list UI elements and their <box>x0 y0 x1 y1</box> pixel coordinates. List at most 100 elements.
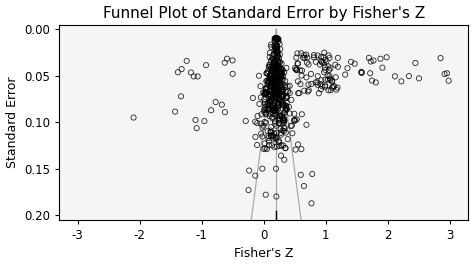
Point <box>273 135 280 139</box>
Point <box>273 84 280 88</box>
Point <box>329 84 337 89</box>
Point <box>277 84 285 88</box>
Point <box>283 90 290 94</box>
Point <box>274 53 282 57</box>
Point <box>270 97 278 101</box>
Point <box>275 76 283 80</box>
Point <box>264 79 271 83</box>
Point <box>271 40 279 44</box>
Point <box>266 63 274 67</box>
Point <box>272 70 279 75</box>
Point <box>268 73 275 77</box>
Point <box>280 126 288 130</box>
Point <box>277 73 285 77</box>
Point <box>258 134 266 139</box>
Point <box>267 93 274 97</box>
Point <box>263 90 270 94</box>
Point <box>270 89 278 94</box>
Point <box>251 119 259 124</box>
Point <box>273 51 281 55</box>
Point <box>302 52 310 57</box>
Point <box>268 96 276 100</box>
Point <box>269 106 277 110</box>
Point <box>277 131 284 135</box>
Point <box>320 61 328 65</box>
Point <box>266 73 273 77</box>
Point <box>273 71 280 75</box>
Point <box>272 136 279 140</box>
Point <box>268 100 275 104</box>
Point <box>271 76 278 81</box>
Point <box>441 72 448 76</box>
Point <box>229 58 237 63</box>
Point <box>255 74 263 78</box>
Point <box>383 55 391 59</box>
Point <box>264 80 272 85</box>
Point <box>271 72 278 76</box>
Point <box>276 144 283 148</box>
Point <box>269 115 276 119</box>
Point <box>273 144 281 149</box>
Point <box>273 54 281 58</box>
Point <box>262 111 270 115</box>
Point <box>272 71 280 76</box>
Point <box>269 106 277 110</box>
Point <box>283 101 291 105</box>
Point <box>277 75 285 79</box>
Point <box>202 63 210 67</box>
Point <box>278 90 286 94</box>
Point <box>275 37 283 41</box>
Point <box>259 90 267 94</box>
Point <box>264 102 271 106</box>
Point <box>268 81 276 85</box>
Point <box>333 88 340 92</box>
Point <box>272 88 280 92</box>
Point <box>273 77 280 82</box>
Point <box>298 147 305 151</box>
Point <box>328 86 336 90</box>
Point <box>273 45 281 49</box>
Point <box>274 82 282 86</box>
Point <box>273 93 280 97</box>
Point <box>277 85 284 90</box>
Point <box>274 100 282 105</box>
Point <box>282 79 289 83</box>
Point <box>324 77 332 82</box>
Point <box>298 112 306 117</box>
Point <box>271 88 279 92</box>
Point <box>273 91 281 95</box>
Point <box>266 76 273 81</box>
Point <box>130 115 137 120</box>
Point <box>277 100 285 104</box>
Point <box>281 110 289 115</box>
Point <box>265 143 273 147</box>
Point <box>273 74 280 78</box>
Point <box>292 118 299 122</box>
Point <box>277 98 284 103</box>
Point <box>321 78 329 82</box>
Point <box>294 61 302 66</box>
Point <box>274 54 282 58</box>
Point <box>272 36 279 41</box>
Point <box>278 82 286 87</box>
Point <box>377 57 384 61</box>
Point <box>272 107 280 111</box>
Point <box>370 59 377 63</box>
Point <box>269 136 277 141</box>
Point <box>274 63 282 67</box>
Point <box>261 120 268 124</box>
Point <box>275 65 283 69</box>
Point <box>284 85 292 89</box>
Point <box>315 91 323 95</box>
Point <box>274 49 282 53</box>
Point <box>218 103 226 107</box>
Point <box>279 87 286 92</box>
Point <box>271 62 278 66</box>
Point <box>445 78 452 83</box>
Point <box>257 122 264 126</box>
Point <box>280 118 287 122</box>
Point <box>276 91 284 95</box>
Point <box>267 97 274 101</box>
Point <box>263 71 270 76</box>
Point <box>223 57 231 61</box>
